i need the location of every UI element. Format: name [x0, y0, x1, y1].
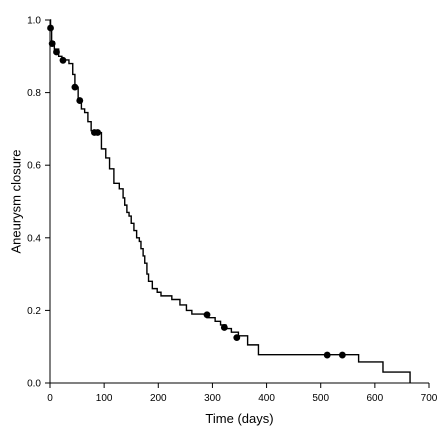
x-tick-label: 600: [367, 393, 384, 404]
y-tick-label: 1.0: [27, 16, 41, 27]
x-tick-label: 700: [421, 393, 438, 404]
censor-marks: [47, 24, 346, 359]
x-tick-label: 500: [312, 393, 329, 404]
censor-mark: [48, 40, 56, 47]
x-tick-label: 0: [47, 393, 53, 404]
y-tick-label: 0.0: [27, 379, 41, 390]
y-tick-label: 0.8: [27, 88, 41, 99]
x-tick-label: 100: [96, 393, 113, 404]
survival-curve: [49, 19, 411, 383]
x-tick-label: 300: [204, 393, 221, 404]
censor-mark: [233, 334, 241, 342]
y-axis-title: Aneurysm closure: [9, 149, 24, 253]
y-tick-label: 0.4: [27, 233, 41, 244]
x-tick-label: 200: [150, 393, 167, 404]
censor-mark: [323, 351, 331, 359]
axes: [49, 20, 429, 384]
x-ticks: 0 100 200 300 400 500 600 700: [47, 383, 438, 404]
censor-mark: [59, 56, 67, 64]
y-tick-label: 0.2: [27, 306, 41, 317]
censor-mark: [94, 129, 102, 136]
x-axis-title: Time (days): [205, 411, 273, 426]
x-tick-label: 400: [258, 393, 275, 404]
censor-mark: [220, 324, 228, 331]
censor-mark: [47, 24, 54, 32]
censor-mark: [71, 83, 79, 91]
censor-mark: [76, 97, 84, 104]
censor-mark: [53, 48, 60, 56]
y-tick-label: 0.6: [27, 161, 41, 172]
censor-mark: [338, 351, 346, 359]
censor-mark: [203, 311, 211, 319]
y-ticks: 0.0 0.2 0.4 0.6 0.8 1.0: [27, 16, 50, 390]
